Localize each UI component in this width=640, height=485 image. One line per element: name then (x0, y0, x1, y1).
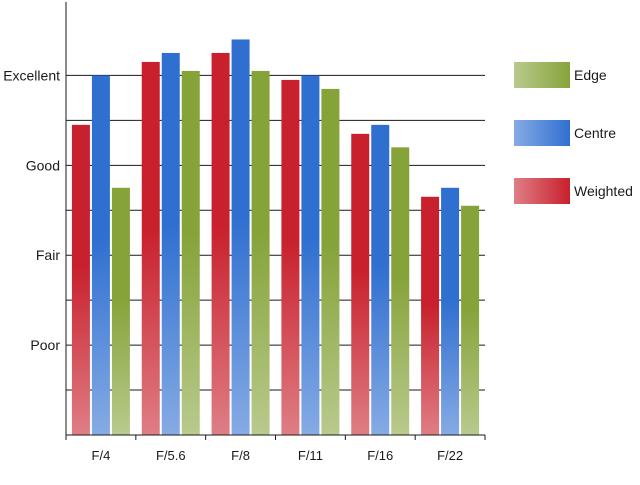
bar-edge-4 (391, 147, 410, 435)
y-tick-label: Good (26, 157, 60, 173)
bar-centre-1 (161, 52, 180, 436)
legend-swatch-edge (514, 62, 570, 88)
y-tick-label: Excellent (3, 67, 60, 83)
bar-edge-5 (461, 205, 480, 435)
legend-label-centre: Centre (574, 125, 616, 141)
bars (71, 39, 480, 436)
bar-centre-2 (231, 39, 250, 435)
bar-centre-4 (371, 124, 390, 435)
bar-weighted-2 (211, 52, 230, 436)
legend-swatch-centre (514, 120, 570, 146)
bar-edge-1 (181, 70, 200, 435)
bar-centre-5 (441, 187, 460, 435)
legend-label-weighted: Weighted (574, 183, 633, 199)
x-tick-label: F/8 (231, 448, 250, 463)
y-tick-label: Poor (30, 337, 60, 353)
x-tick-label: F/11 (298, 448, 323, 463)
x-tick-label: F/5.6 (156, 448, 186, 463)
bar-weighted-4 (351, 133, 370, 435)
axes: Poor Fair Good Excellent F/4 F/5.6 F/8 F/11 F/16… (3, 2, 486, 463)
bar-weighted-5 (421, 196, 440, 435)
bar-edge-3 (321, 88, 340, 435)
bar-centre-0 (91, 75, 110, 435)
bar-edge-2 (251, 70, 270, 435)
grid (66, 74, 485, 391)
legend-label-edge: Edge (574, 67, 607, 83)
bar-edge-0 (111, 187, 130, 435)
bar-weighted-0 (71, 124, 90, 435)
x-tick-label: F/4 (92, 448, 111, 463)
legend-swatch-weighted (514, 178, 570, 204)
x-tick-label: F/22 (437, 448, 463, 463)
bar-weighted-3 (281, 79, 300, 436)
legend: Edge Centre Weighted (514, 62, 633, 204)
bar-weighted-1 (141, 61, 160, 436)
bar-centre-3 (301, 75, 320, 435)
x-tick-label: F/16 (367, 448, 393, 463)
y-tick-label: Fair (36, 247, 60, 263)
